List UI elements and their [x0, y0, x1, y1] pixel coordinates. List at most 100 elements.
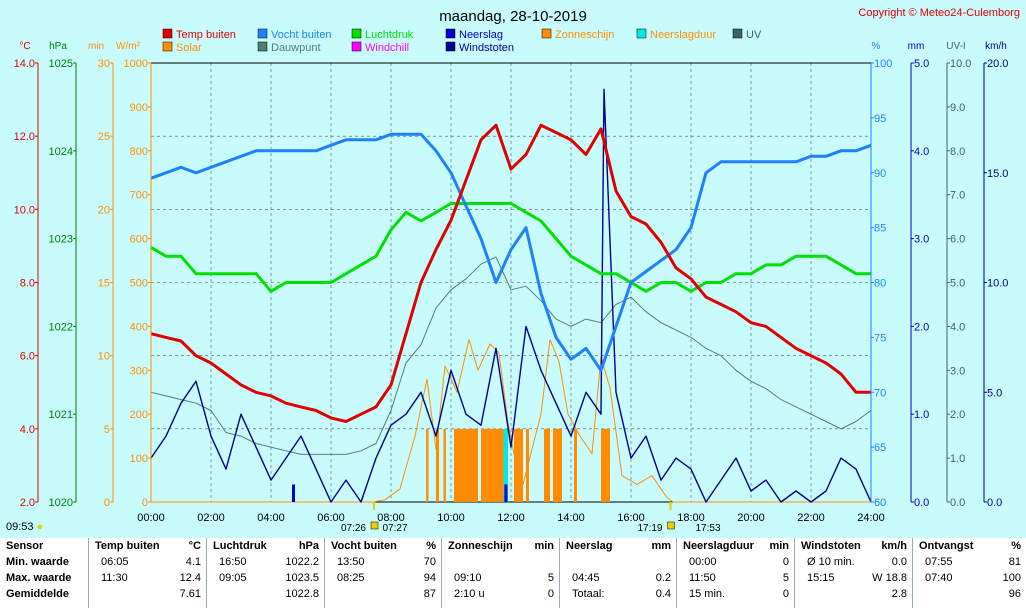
x-tick-label: 04:00	[257, 512, 285, 524]
stats-row: 15:15 W 18.8	[807, 572, 907, 584]
legend-label: UV	[746, 29, 762, 41]
sunshine-bar	[481, 428, 504, 502]
tick-label-wm2: 1000	[124, 58, 148, 70]
legend-label: Luchtdruk	[365, 29, 414, 41]
stats-row: Min. waarde	[6, 556, 69, 568]
stats-row: 07:40 100	[925, 572, 1021, 584]
stats-row: 15 min. 0	[689, 588, 789, 600]
tick-label-hpa: 1021	[49, 409, 73, 421]
stats-row: Ø 10 min. 0.0	[807, 556, 907, 568]
stats-row	[560, 554, 677, 570]
stats-header: Ontvangst%	[919, 540, 1021, 552]
x-tick-label: 08:00	[377, 512, 405, 524]
tick-label-pct: 90	[874, 168, 886, 180]
x-tick-label: 16:00	[617, 512, 645, 524]
tick-label-min: 15	[98, 278, 110, 290]
tick-label-hpa: 1020	[49, 497, 73, 509]
stats-row: 09:05 1023.5	[219, 572, 319, 584]
legend-label: Windchill	[365, 42, 409, 54]
stats-row: 06:05 4.1	[101, 556, 201, 568]
stats-row: 07:55 81	[925, 556, 1021, 568]
x-tick-label: 10:00	[437, 512, 465, 524]
neerslagduur-bar	[503, 428, 508, 502]
tick-label-min: 25	[98, 131, 110, 143]
stats-col-ontv: Ontvangst% 07:55 81 07:40 100 96	[912, 538, 1026, 608]
x-tick-label: 06:00	[317, 512, 345, 524]
axes: 2.04.06.08.010.012.014.01020102110221023…	[14, 58, 1009, 509]
tick-label-mm: 5.0	[914, 58, 929, 70]
tick-label-uv: 8.0	[950, 146, 965, 158]
stats-col-neerslag: Neerslag mm 04:45 0.2 Totaal: 0.4	[559, 538, 677, 608]
stats-row: 16:50 1022.2	[219, 556, 319, 568]
stats-row: 11:50 5	[689, 572, 789, 584]
sunshine-bar	[514, 428, 523, 502]
stats-row: Gemiddelde	[6, 588, 69, 600]
unit-min: min	[88, 41, 104, 52]
unit-mm: mm	[908, 41, 925, 52]
tick-label-pct: 65	[874, 442, 886, 454]
stats-row: 13:50 70	[337, 556, 436, 568]
sun-event-label: 07:27	[383, 523, 408, 534]
sun-event-icon	[667, 521, 675, 530]
sunshine-bar	[454, 428, 478, 502]
legend-swatch	[445, 28, 456, 39]
tick-label-mm: 1.0	[914, 409, 929, 421]
sun-event-label: 07:26	[341, 523, 366, 534]
tick-label-pct: 60	[874, 497, 886, 509]
tick-label-min: 10	[98, 351, 110, 363]
sunshine-bar	[436, 428, 439, 502]
tick-label-temp: 4.0	[20, 424, 35, 436]
tick-label-uv: 6.0	[950, 234, 965, 246]
legend-label: Temp buiten	[176, 29, 236, 41]
legend-swatch	[162, 28, 173, 39]
tick-label-mm: 2.0	[914, 321, 929, 333]
stats-header: Temp buiten °C	[95, 540, 201, 552]
tick-label-kmh: 20.0	[987, 58, 1008, 70]
tick-label-wm2: 200	[130, 409, 148, 421]
tick-label-kmh: 15.0	[987, 168, 1008, 180]
clock-time: 09:53 ●	[6, 521, 44, 533]
tick-label-min: 20	[98, 204, 110, 216]
tick-label-wm2: 300	[130, 365, 148, 377]
x-tick-label: 22:00	[797, 512, 825, 524]
legend-label: Solar	[176, 42, 202, 54]
tick-label-wm2: 0	[142, 497, 148, 509]
tick-label-pct: 80	[874, 278, 886, 290]
x-tick-label: 00:00	[137, 512, 165, 524]
tick-label-uv: 4.0	[950, 321, 965, 333]
stats-col-wind: Windstoten km/h Ø 10 min. 0.0 15:15 W 18.8 2.8	[794, 538, 913, 608]
tick-label-temp: 12.0	[14, 131, 35, 143]
stats-col-druk: Luchtdruk hPa 16:50 1022.2 09:05 1023.5 1022.8	[206, 538, 325, 608]
tick-label-pct: 70	[874, 387, 886, 399]
stats-header: Vocht buiten%	[331, 540, 436, 552]
legend-label: Vocht buiten	[271, 29, 332, 41]
stats-col-vocht: Vocht buiten% 13:50 70 08:25 94 87	[324, 538, 442, 608]
tick-label-pct: 75	[874, 332, 886, 344]
stats-header: Zonneschijn min	[448, 540, 554, 552]
stats-row: 1022.8	[285, 588, 319, 600]
series-solar	[151, 339, 871, 503]
stats-row: 96	[1008, 588, 1021, 600]
chart-title: maandag, 28-10-2019	[439, 8, 587, 25]
x-tick-label: 12:00	[497, 512, 525, 524]
stats-header: Neerslag mm	[566, 540, 671, 552]
series-temp-buiten	[150, 123, 871, 423]
unit-hpa: hPa	[49, 41, 67, 52]
tick-label-wm2: 900	[130, 102, 148, 114]
stats-row: Max. waarde	[6, 572, 72, 584]
legend-swatch	[351, 28, 362, 39]
tick-label-uv: 3.0	[950, 365, 965, 377]
legend-swatch	[162, 41, 173, 52]
tick-label-uv: 7.0	[950, 190, 965, 202]
legend-swatch	[257, 41, 268, 52]
stats-row: 7.61	[179, 588, 201, 600]
neerslag-bar	[292, 484, 295, 502]
series-windstoten	[150, 88, 872, 503]
sun-events: 07:26 07:27 17:19 17:53	[341, 502, 721, 534]
weather-chart: maandag, 28-10-2019 Copyright © Meteo24-…	[14, 7, 1020, 534]
tick-label-pct: 85	[874, 223, 886, 235]
tick-label-mm: 0.0	[914, 497, 929, 509]
unit-temp: °C	[19, 41, 30, 52]
